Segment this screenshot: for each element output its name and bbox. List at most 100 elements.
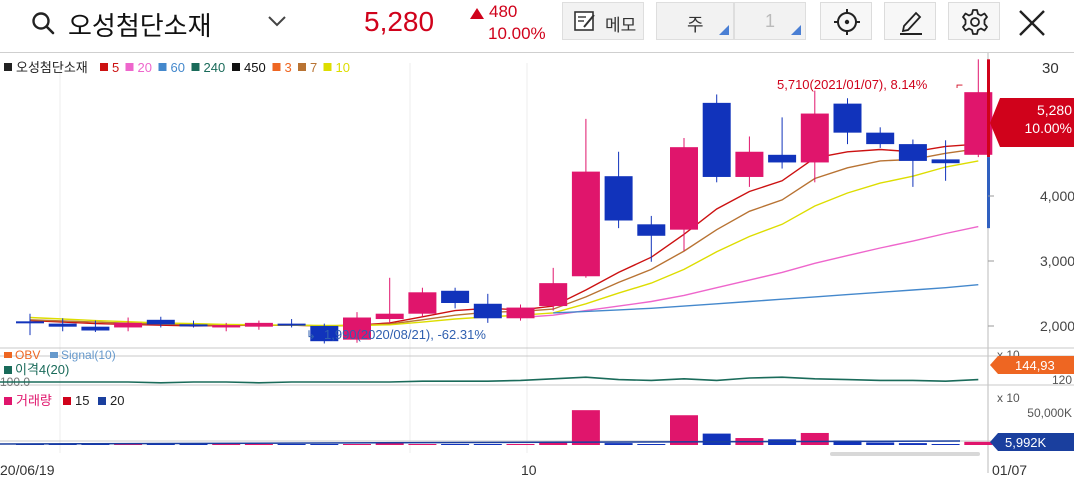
horizontal-scrollbar <box>830 452 980 456</box>
disparity-line <box>0 376 979 384</box>
legend-swatch <box>100 63 108 71</box>
candle-body <box>898 144 927 161</box>
price-axis: 30 4,000 3,000 2,000 5,280 10.00% <box>988 60 1074 334</box>
candle-body <box>571 171 600 277</box>
candle-body <box>931 159 960 164</box>
stock-chart[interactable]: OBV Signal(10) x 10144,93120이격4(20)100.0거래… <box>0 53 1074 482</box>
volume-bar <box>833 440 862 445</box>
candle-body <box>441 290 470 303</box>
legend-swatch <box>298 63 306 71</box>
low-annotation: 1,990(2020/08/21), -62.31% <box>324 327 486 342</box>
legend-swatch <box>98 397 106 405</box>
candle-body <box>637 224 666 236</box>
settings-button[interactable] <box>948 2 1000 40</box>
interval-count-label: 1 <box>765 11 776 31</box>
crosshair-button[interactable] <box>820 2 872 40</box>
legend-label: 20 <box>138 60 152 75</box>
x-axis-label: 20/06/19 <box>0 462 55 478</box>
legend-label: 오성첨단소재 <box>16 60 88 75</box>
volume-bar <box>146 444 175 445</box>
x-axis-label: 10 <box>521 462 537 478</box>
legend-swatch <box>4 366 12 374</box>
candle-body <box>866 132 895 145</box>
sub-panels: OBV Signal(10) x 10144,93120이격4(20)100.0거래… <box>0 348 1074 478</box>
legend-label: 10 <box>336 60 350 75</box>
search-icon[interactable] <box>30 10 56 36</box>
volume-bar <box>898 443 927 445</box>
volume-bar <box>571 410 600 445</box>
candle-body <box>146 319 175 325</box>
up-triangle-icon <box>470 8 484 19</box>
range-bar-up <box>987 59 990 158</box>
obv-tick: 120 <box>1052 373 1072 387</box>
ma-line-60 <box>553 284 979 314</box>
volume-bar <box>343 444 371 445</box>
legend-swatch <box>50 352 58 358</box>
candle-body <box>244 322 273 327</box>
x-axis-label: 01/07 <box>992 462 1027 478</box>
volume-bar <box>539 442 568 445</box>
legend-label: 60 <box>171 60 185 75</box>
candle-body <box>48 323 77 327</box>
legend-swatch <box>4 397 12 405</box>
legend-label: 7 <box>310 60 317 75</box>
legend-swatch <box>232 63 240 71</box>
current-price: 5,280 <box>364 6 435 37</box>
volume-bar <box>800 432 829 445</box>
candle-body <box>473 303 502 319</box>
gear-icon <box>962 9 988 35</box>
price-tag-value: 5,280 <box>1037 102 1072 118</box>
legend-swatch <box>272 63 281 71</box>
low-marker-icon: ↳ <box>306 328 316 342</box>
candle-body <box>670 147 698 230</box>
price-change-percent: 10.00% <box>488 24 546 43</box>
candle-body <box>114 322 143 328</box>
volume-bar <box>866 442 895 445</box>
memo-label: 메모 <box>605 16 637 35</box>
candle-body <box>408 292 437 314</box>
volume-value: 5,992K <box>1005 435 1047 450</box>
period-select[interactable]: 주 <box>656 2 734 40</box>
candle-body <box>539 283 568 307</box>
interval-count-input[interactable]: 1 <box>734 2 806 40</box>
volume-bar <box>637 444 666 445</box>
legend-label: 5 <box>112 60 119 75</box>
candle-body <box>833 103 862 133</box>
volume-bar <box>670 415 698 445</box>
volume-bar <box>931 444 960 445</box>
candle-body <box>506 307 535 319</box>
axis-tick-label: 4,000 <box>1040 188 1074 204</box>
volume-bar <box>506 444 535 445</box>
candle-body <box>604 176 633 221</box>
candle-body <box>375 313 404 320</box>
legend-label: 이격4(20) <box>15 362 69 377</box>
volume-bar <box>244 444 273 445</box>
legend-label: 15 <box>75 393 89 408</box>
legend-swatch <box>158 63 167 71</box>
dropdown-corner-icon <box>719 25 729 35</box>
candle-body <box>179 324 208 327</box>
stock-name[interactable]: 오성첨단소재 <box>68 11 212 41</box>
volume-bar <box>964 441 993 445</box>
volume-ma-line <box>0 440 961 445</box>
volume-bar <box>441 444 470 445</box>
pen-icon <box>900 11 922 35</box>
close-icon[interactable] <box>1012 6 1052 40</box>
memo-icon <box>574 11 595 31</box>
draw-button[interactable] <box>884 2 936 40</box>
chart-grid <box>0 53 1074 473</box>
high-marker-icon: ⌐ <box>956 78 963 92</box>
memo-button[interactable]: 메모 <box>562 2 644 40</box>
legend-swatch <box>125 63 134 71</box>
candle-body <box>768 154 797 163</box>
scale-label: x 10 <box>997 391 1020 405</box>
candle-body <box>735 151 764 177</box>
dropdown-corner-icon <box>791 25 801 35</box>
axis-tick-label: 30 <box>1042 60 1059 77</box>
legend-swatch <box>4 63 12 71</box>
chevron-down-icon[interactable] <box>266 14 288 28</box>
axis-tick-label: 3,000 <box>1040 253 1074 269</box>
candle-body <box>310 325 339 342</box>
legend-label: 20 <box>110 393 124 408</box>
candle-body <box>277 323 306 326</box>
